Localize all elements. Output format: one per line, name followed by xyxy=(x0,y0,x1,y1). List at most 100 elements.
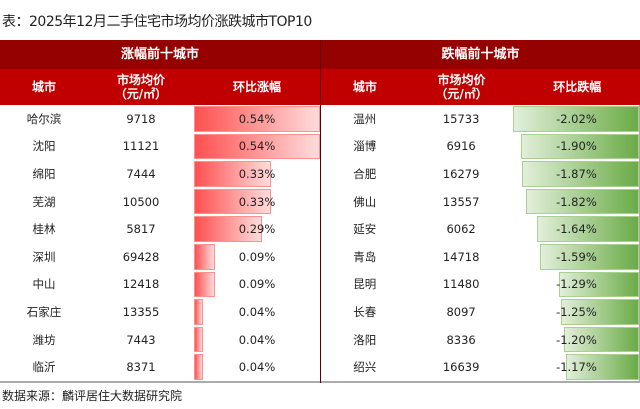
change-bar xyxy=(558,271,640,298)
city: 石家庄 xyxy=(26,304,62,319)
change-bar xyxy=(194,161,271,187)
city: 长春 xyxy=(353,304,377,319)
fall-column-headers: 城市 市场均价 （元/㎡） 环比跌幅 xyxy=(321,69,640,105)
city: 佛山 xyxy=(353,194,377,209)
table-row: 昆明 11480 -1.29% xyxy=(321,271,640,299)
col-city: 城市 xyxy=(31,80,56,94)
change-value: -1.87% xyxy=(556,166,597,181)
change-cell: -2.02% xyxy=(513,105,640,133)
table-row: 沈阳 11121 0.54% xyxy=(0,133,320,161)
city: 合肥 xyxy=(353,166,377,181)
price: 10500 xyxy=(122,194,160,209)
table-row: 中山 12418 0.09% xyxy=(0,271,320,299)
col-price: 市场均价 （元/㎡） xyxy=(88,73,194,101)
price: 13557 xyxy=(442,194,480,209)
col-change: 环比涨幅 xyxy=(232,80,281,94)
change-cell: 0.04% xyxy=(194,326,320,354)
col-price-unit: （元/㎡） xyxy=(435,87,488,101)
change-cell: -1.20% xyxy=(514,326,640,354)
price: 8371 xyxy=(126,360,156,375)
change-bar xyxy=(194,243,215,270)
change-bar xyxy=(194,326,204,353)
city: 芜湖 xyxy=(32,194,56,209)
change-bar xyxy=(194,188,271,215)
change-value: 0.04% xyxy=(238,332,276,347)
change-cell: -1.25% xyxy=(514,298,640,326)
change-bar xyxy=(194,299,204,325)
change-value: -1.90% xyxy=(556,139,597,154)
city: 昆明 xyxy=(353,277,377,292)
price: 16639 xyxy=(442,360,480,375)
price: 9718 xyxy=(126,111,156,126)
table-row: 佛山 13557 -1.82% xyxy=(321,188,640,216)
change-value: 0.04% xyxy=(238,304,276,319)
data-source: 数据来源：麟评居住大数据研究院 xyxy=(2,389,183,403)
change-value: -1.20% xyxy=(556,332,597,347)
price: 8097 xyxy=(446,304,476,319)
table-row: 合肥 16279 -1.87% xyxy=(321,160,640,188)
change-cell: 0.09% xyxy=(194,271,320,299)
change-cell: -1.59% xyxy=(514,243,640,271)
change-cell: -1.87% xyxy=(514,160,640,188)
change-cell: -1.17% xyxy=(514,353,640,381)
price: 12418 xyxy=(122,277,160,292)
change-cell: 0.33% xyxy=(194,160,320,188)
change-value: 0.09% xyxy=(238,249,276,264)
change-value: -1.29% xyxy=(556,277,597,292)
change-cell: -1.90% xyxy=(514,133,640,161)
change-cell: 0.04% xyxy=(194,298,320,326)
city: 洛阳 xyxy=(353,332,377,347)
change-bar xyxy=(539,243,640,270)
col-change: 环比跌幅 xyxy=(553,80,602,94)
change-value: -1.82% xyxy=(556,194,597,209)
table-row: 长春 8097 -1.25% xyxy=(321,298,640,326)
city: 沈阳 xyxy=(32,139,56,154)
rise-column-headers: 城市 市场均价 （元/㎡） 环比涨幅 xyxy=(0,69,320,105)
price: 7443 xyxy=(126,332,156,347)
city: 桂林 xyxy=(32,222,56,237)
change-value: 0.29% xyxy=(238,222,276,237)
table-row: 哈尔滨 9718 0.54% xyxy=(0,105,320,133)
table-row: 石家庄 13355 0.04% xyxy=(0,298,320,326)
city: 中山 xyxy=(32,277,56,292)
change-cell: -1.29% xyxy=(514,271,640,299)
table-row: 温州 15733 -2.02% xyxy=(321,105,640,133)
table-row: 延安 6062 -1.64% xyxy=(321,215,640,243)
price: 11480 xyxy=(442,277,480,292)
change-cell: 0.54% xyxy=(194,105,320,133)
price: 6062 xyxy=(446,222,476,237)
table-row: 芜湖 10500 0.33% xyxy=(0,188,320,216)
fall-heading: 跌幅前十城市 xyxy=(321,40,640,69)
table-row: 绵阳 7444 0.33% xyxy=(0,160,320,188)
change-cell: 0.29% xyxy=(194,215,320,243)
change-value: -1.64% xyxy=(556,222,597,237)
col-price-unit: （元/㎡） xyxy=(114,87,168,101)
city: 哈尔滨 xyxy=(26,111,62,126)
table-row: 深圳 69428 0.09% xyxy=(0,243,320,271)
col-city: 城市 xyxy=(352,80,377,94)
change-value: 0.04% xyxy=(238,360,276,375)
change-bar xyxy=(194,354,204,380)
change-value: -1.59% xyxy=(556,249,597,264)
change-value: 0.09% xyxy=(238,277,276,292)
rise-rows: 哈尔滨 9718 0.54% 沈阳 11121 0.54% 绵阳 7444 0.33… xyxy=(0,105,320,383)
change-value: 0.33% xyxy=(238,194,276,209)
rise-table: 涨幅前十城市 城市 市场均价 （元/㎡） 环比涨幅 哈尔滨 9718 0.54% 沈… xyxy=(0,40,320,383)
change-cell: -1.64% xyxy=(514,215,640,243)
change-value: 0.33% xyxy=(238,166,276,181)
table-row: 洛阳 8336 -1.20% xyxy=(321,326,640,354)
page-title: 表：2025年12月二手住宅市场均价涨跌城市TOP10 xyxy=(2,14,312,30)
change-cell: -1.82% xyxy=(514,188,640,216)
change-value: -2.02% xyxy=(556,111,597,126)
change-bar xyxy=(522,161,640,187)
price: 69428 xyxy=(122,249,160,264)
change-cell: 0.09% xyxy=(194,243,320,271)
change-bar xyxy=(194,216,262,242)
city: 延安 xyxy=(353,222,377,237)
col-price-label: 市场均价 xyxy=(437,73,486,87)
city: 临沂 xyxy=(32,360,56,375)
change-bar xyxy=(525,188,640,215)
change-bar xyxy=(513,106,640,132)
change-cell: 0.54% xyxy=(194,133,320,161)
table-row: 青岛 14718 -1.59% xyxy=(321,243,640,271)
